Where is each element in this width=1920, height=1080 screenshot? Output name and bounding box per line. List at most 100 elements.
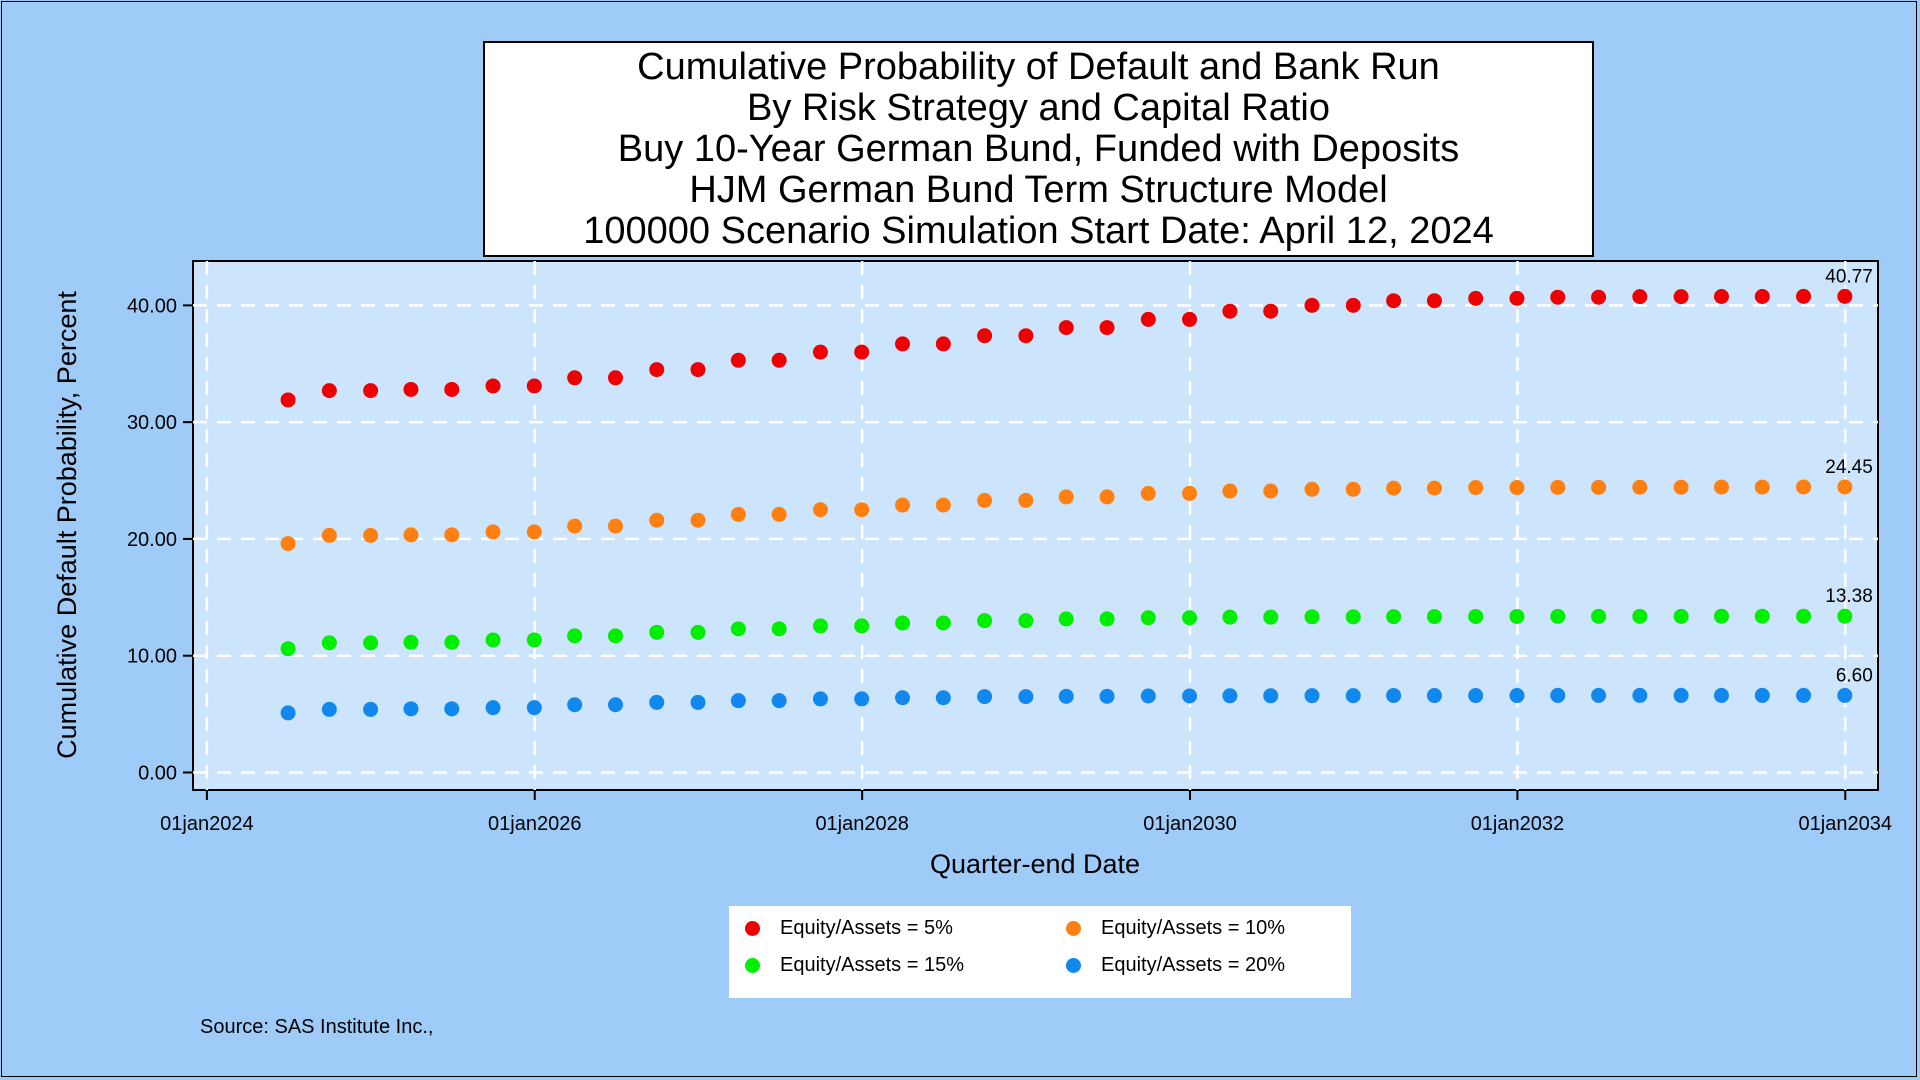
data-point: [1263, 303, 1279, 319]
data-point: [607, 518, 623, 534]
data-point: [321, 383, 337, 399]
data-point: [607, 697, 623, 713]
data-point: [444, 701, 460, 717]
chart-title: Cumulative Probability of Default and Ba…: [483, 41, 1594, 257]
data-point: [321, 527, 337, 543]
data-point: [812, 618, 828, 634]
data-point: [403, 527, 419, 543]
data-point: [444, 527, 460, 543]
data-point: [280, 641, 296, 657]
data-point: [444, 634, 460, 650]
data-point: [485, 524, 501, 540]
data-point: [895, 336, 911, 352]
title-line-1: Cumulative Probability of Default and Ba…: [637, 45, 1440, 88]
data-point: [1591, 479, 1607, 495]
data-point: [1304, 688, 1320, 704]
data-point: [812, 502, 828, 518]
legend-marker-10pct: [1066, 921, 1081, 936]
data-point: [771, 506, 787, 522]
data-point: [935, 497, 951, 513]
series-1: [280, 288, 1853, 408]
x-axis-label: Quarter-end Date: [930, 849, 1140, 879]
data-point: [1591, 608, 1607, 624]
data-point: [1345, 297, 1361, 313]
data-point: [567, 518, 583, 534]
data-point: [607, 370, 623, 386]
data-point: [1509, 480, 1525, 496]
data-point: [895, 690, 911, 706]
data-point: [1140, 485, 1156, 501]
data-label: 40.77: [1825, 266, 1873, 287]
data-point: [977, 492, 993, 508]
data-point: [1304, 609, 1320, 625]
data-point: [1345, 688, 1361, 704]
data-point: [730, 693, 746, 709]
data-point: [895, 615, 911, 631]
series-3: [280, 608, 1853, 657]
data-point: [1468, 290, 1484, 306]
data-point: [1591, 687, 1607, 703]
data-point: [1222, 609, 1238, 625]
data-point: [1099, 611, 1115, 627]
data-point: [1182, 311, 1198, 327]
data-point: [854, 618, 870, 634]
data-point: [1713, 608, 1729, 624]
x-tick-label: 01jan2024: [160, 813, 253, 835]
data-point: [1796, 479, 1812, 495]
data-point: [1058, 688, 1074, 704]
y-tick-label: 20.00: [127, 529, 177, 551]
data-point: [280, 705, 296, 721]
data-point: [1796, 288, 1812, 304]
axes: 0.00 10.00 20.00 30.00 40.00 01jan2024 01jan20…: [127, 295, 1892, 835]
x-tick-label: 01jan2030: [1143, 813, 1236, 835]
data-point: [1304, 297, 1320, 313]
data-point: [1673, 608, 1689, 624]
title-line-5: 100000 Scenario Simulation Start Date: A…: [583, 209, 1494, 252]
data-point: [1509, 688, 1525, 704]
data-point: [1140, 688, 1156, 704]
data-point: [1099, 688, 1115, 704]
y-axis-label: Cumulative Default Probability, Percent: [52, 291, 82, 759]
data-point: [1796, 687, 1812, 703]
data-point: [1222, 303, 1238, 319]
data-point: [977, 328, 993, 344]
data-point: [363, 383, 379, 399]
x-tick-label: 01jan2032: [1471, 813, 1564, 835]
data-point: [280, 392, 296, 408]
data-point: [1754, 479, 1770, 495]
data-point: [1386, 609, 1402, 625]
legend-label-10pct: Equity/Assets = 10%: [1101, 917, 1285, 939]
data-point: [771, 693, 787, 709]
data-point: [1837, 687, 1853, 703]
data-point: [1099, 489, 1115, 505]
data-label: 24.45: [1825, 457, 1873, 478]
data-point: [1222, 688, 1238, 704]
series-2: [280, 479, 1853, 552]
data-point: [1018, 328, 1034, 344]
series-4: [280, 687, 1853, 721]
data-point: [403, 634, 419, 650]
y-tick-label: 40.00: [127, 295, 177, 317]
data-point: [363, 701, 379, 717]
data-point: [526, 700, 542, 716]
data-point: [1673, 687, 1689, 703]
data-point: [485, 700, 501, 716]
data-point: [690, 624, 706, 640]
data-point: [935, 336, 951, 352]
data-point: [1426, 609, 1442, 625]
data-point: [1140, 610, 1156, 626]
data-point: [1222, 483, 1238, 499]
data-point: [649, 512, 665, 528]
data-point: [1468, 688, 1484, 704]
legend-marker-15pct: [745, 958, 760, 973]
title-line-4: HJM German Bund Term Structure Model: [689, 168, 1388, 211]
legend-item-20pct: Equity/Assets = 20%: [1066, 954, 1285, 977]
data-point: [444, 381, 460, 397]
data-point: [812, 691, 828, 707]
data-point: [1099, 320, 1115, 336]
data-point: [854, 691, 870, 707]
data-point: [1550, 687, 1566, 703]
legend-label-20pct: Equity/Assets = 20%: [1101, 954, 1285, 976]
data-point: [690, 362, 706, 378]
